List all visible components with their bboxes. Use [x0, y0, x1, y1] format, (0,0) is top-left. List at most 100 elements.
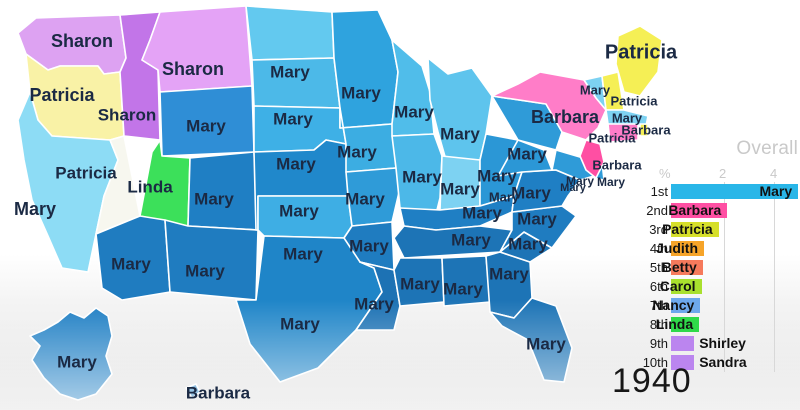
state-label-LA: Mary	[354, 294, 394, 313]
bar-track: Mary	[671, 182, 800, 201]
state-label-RI: Barbara	[621, 122, 671, 137]
axis-tick-4: 4	[770, 166, 778, 181]
state-label-CA: Mary	[14, 199, 56, 219]
state-label-WI: Mary	[394, 102, 434, 121]
state-shape-ME	[615, 25, 663, 97]
state-label-NC: Mary	[517, 209, 557, 228]
state-label-IL: Mary	[402, 167, 442, 186]
state-label-KS: Mary	[279, 201, 319, 220]
chart-title: Overall	[736, 138, 798, 159]
bar-label-carol: Carol	[659, 278, 696, 294]
bar-label-patricia: Patricia	[662, 221, 713, 237]
state-label-GA: Mary	[489, 264, 529, 283]
rank-number: 10th	[642, 355, 668, 370]
rank-row: 7th Nancy	[637, 296, 800, 315]
state-shape-CA	[17, 91, 119, 273]
axis-tick-2: 2	[719, 166, 727, 181]
state-label-WA: Sharon	[51, 31, 113, 51]
state-shape-MN	[331, 9, 399, 129]
state-label-NY: Barbara	[531, 107, 600, 127]
rank-number: 5th	[649, 260, 668, 275]
rank-row: 10th Sandra	[637, 353, 800, 372]
state-label-OK: Mary	[283, 244, 323, 263]
state-label-MI: Mary	[440, 124, 480, 143]
state-shape-WV	[497, 139, 553, 177]
state-label-CT: Patricia	[589, 130, 637, 145]
state-label-DE: Mary	[597, 175, 625, 189]
state-label-PA: Mary	[507, 144, 547, 163]
state-label-NV: Patricia	[55, 163, 117, 182]
gridline-4	[774, 182, 775, 372]
state-shape-RI	[639, 123, 649, 137]
rank-row: 2nd Barbara	[637, 201, 800, 220]
state-label-MD: Mary	[566, 174, 594, 188]
state-labels-group: SharonPatriciaMaryPatriciaSharonSharonLi…	[14, 31, 678, 403]
state-label-AZ: Mary	[111, 254, 151, 273]
rank-row: 4th Judith	[637, 239, 800, 258]
state-label-WY: Mary	[186, 116, 226, 135]
state-label-SC: Mary	[508, 234, 548, 253]
state-shape-ND	[245, 5, 335, 61]
state-label-KY: Mary	[462, 203, 502, 222]
state-label-IN: Mary	[440, 179, 480, 198]
rank-number: 4th	[649, 241, 668, 256]
state-shape-NC	[499, 205, 577, 253]
bar-mary	[671, 184, 799, 199]
state-label-MA: Mary	[612, 110, 643, 125]
state-shape-IL	[391, 133, 443, 215]
bar-label-nancy: Nancy	[652, 297, 695, 313]
state-label-VA: Mary	[511, 183, 551, 202]
bar-track: Sandra	[671, 353, 800, 372]
state-label-CO: Mary	[194, 189, 234, 208]
rank-row: 6th Carol	[637, 277, 800, 296]
bottom-fade-overlay	[0, 300, 800, 410]
state-label-ID: Sharon	[98, 105, 157, 124]
bar-carol	[671, 279, 702, 294]
state-label-IA: Mary	[337, 142, 377, 161]
rank-number: 2nd	[646, 203, 668, 218]
state-label-MT: Sharon	[162, 59, 224, 79]
bar-track: Nancy	[652, 296, 800, 315]
bar-shirley	[671, 336, 695, 351]
bar-label-mary: Mary	[759, 183, 793, 199]
gridline-2	[724, 182, 725, 372]
state-label-MN: Mary	[341, 83, 381, 102]
state-label-TX: Mary	[280, 314, 320, 333]
bar-track: Linda	[656, 315, 800, 334]
state-label-OH: Mary	[477, 166, 517, 185]
state-shape-TN	[393, 225, 513, 259]
state-label-SD: Mary	[273, 109, 313, 128]
bar-track: Patricia	[662, 220, 800, 239]
rank-number: 8th	[649, 317, 668, 332]
state-label-AR: Mary	[349, 236, 389, 255]
state-label-AK: Mary	[57, 352, 97, 371]
bar-label-sandra: Sandra	[699, 354, 747, 370]
bar-nancy	[671, 298, 701, 313]
state-label-DC: Mary	[560, 182, 587, 194]
bar-label-linda: Linda	[655, 316, 694, 332]
bar-barbara	[671, 203, 728, 218]
bar-label-betty: Betty	[661, 259, 697, 275]
rank-row: 1st Mary	[637, 182, 800, 201]
bar-track: Judith	[656, 239, 800, 258]
state-label-NH: Patricia	[611, 93, 659, 108]
bar-label-barbara: Barbara	[668, 202, 722, 218]
bar-betty	[671, 260, 703, 275]
bar-patricia	[671, 222, 719, 237]
bar-track: Shirley	[671, 334, 800, 353]
bar-label-shirley: Shirley	[699, 335, 746, 351]
rank-number: 7th	[649, 298, 668, 313]
rank-number: 9th	[649, 336, 668, 351]
rank-row: 5th Betty	[637, 258, 800, 277]
state-label-WV: Mary	[489, 189, 520, 204]
state-label-TN: Mary	[451, 230, 491, 249]
rank-number: 1st	[650, 184, 668, 199]
rank-row: 9th Shirley	[637, 334, 800, 353]
axis-percent-symbol: %	[659, 166, 671, 181]
state-label-MS: Mary	[400, 274, 440, 293]
state-label-NJ: Barbara	[592, 157, 642, 172]
state-shape-CT	[607, 123, 639, 143]
rank-row: 3rd Patricia	[637, 220, 800, 239]
state-label-NM: Mary	[185, 261, 225, 280]
state-shape-MA	[605, 109, 649, 127]
